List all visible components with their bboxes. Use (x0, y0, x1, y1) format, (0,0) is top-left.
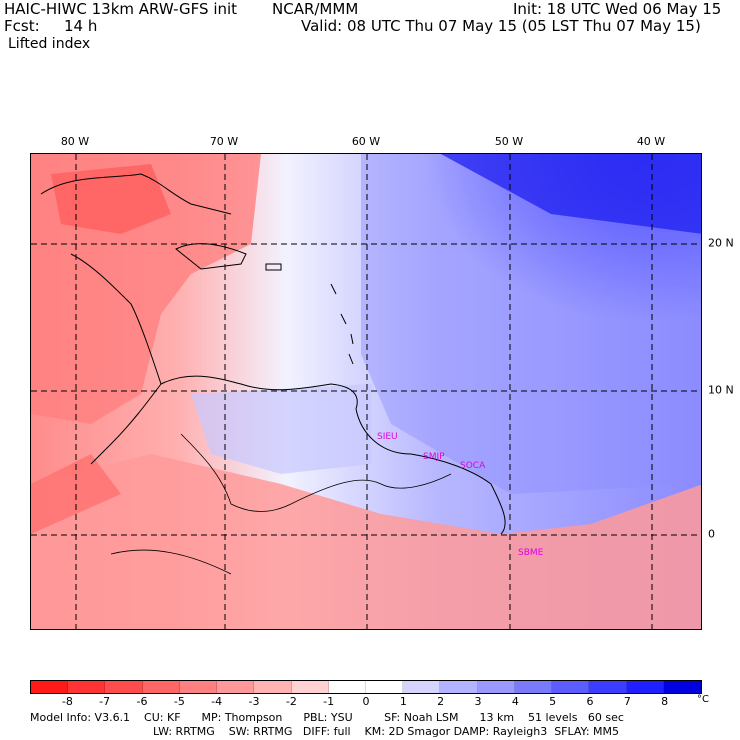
lon-label-70w: 70 W (209, 135, 239, 148)
colorbar-tick-label: -8 (61, 695, 73, 708)
colorbar-tick-label: -3 (248, 695, 260, 708)
coastlines (40, 173, 506, 535)
station-soca: SOCA (460, 461, 486, 471)
colorbar-segment (663, 681, 701, 693)
colorbar-tick-label: 1 (399, 695, 407, 708)
colorbar-tick-label: 8 (661, 695, 669, 708)
colorbar-segment (328, 681, 366, 693)
colorbar-tick-label: -6 (136, 695, 148, 708)
model-title: HAIC-HIWC 13km ARW-GFS init (4, 0, 238, 18)
lat-label-20n: 20 N (708, 236, 734, 250)
colorbar-tick-label: 3 (474, 695, 482, 708)
colorbar-segment (68, 681, 106, 693)
colorbar-segment (179, 681, 218, 693)
colorbar-segment (365, 681, 404, 693)
lon-label-50w: 50 W (494, 135, 524, 148)
lifted-index-map (30, 153, 702, 630)
coast-puerto-rico (265, 263, 282, 271)
forecast-hour: 14 h (64, 17, 98, 35)
colorbar-tick-label: 5 (549, 695, 557, 708)
country-borders (110, 433, 452, 575)
colorbar-segment (589, 681, 627, 693)
model-info-line-1: Model Info: V3.6.1 CU: KF MP: Thompson P… (30, 711, 624, 724)
org-label: NCAR/MMM (272, 0, 359, 18)
model-info-line-2: LW: RRTMG SW: RRTMG DIFF: full KM: 2D Sm… (153, 725, 619, 738)
lon-label-60w: 60 W (351, 135, 381, 148)
map-canvas (31, 154, 701, 629)
lon-label-80w: 80 W (60, 135, 90, 148)
colorbar-segment (105, 681, 143, 693)
field-red-south (31, 454, 701, 629)
init-time: Init: 18 UTC Wed 06 May 15 (513, 0, 722, 18)
colorbar-segment (440, 681, 478, 693)
colorbar-tick-label: -4 (211, 695, 223, 708)
colorbar-segment (142, 681, 180, 693)
coast-cuba (40, 173, 232, 215)
border-venezuela-brazil (290, 473, 452, 505)
coast-hispaniola (175, 243, 247, 270)
colorbar-segment (477, 681, 515, 693)
coast-lesser-antilles (330, 283, 354, 365)
field-blue-venezuela (191, 384, 371, 474)
colorbar-tick-label: -1 (323, 695, 335, 708)
station-sbme: SBME (518, 548, 544, 558)
colorbar-tick-label: -5 (173, 695, 185, 708)
field-red-cuba (51, 164, 171, 234)
colorbar-tick-label: -7 (99, 695, 111, 708)
border-colombia (180, 433, 292, 512)
colorbar-segment (626, 681, 664, 693)
colorbar (30, 680, 702, 694)
colorbar-segment (254, 681, 292, 693)
colorbar-tick-label: 0 (362, 695, 370, 708)
colorbar-segment (31, 681, 69, 693)
station-smjp: SMJP (423, 452, 445, 462)
colorbar-tick-label: 4 (511, 695, 519, 708)
lon-label-40w: 40 W (636, 135, 666, 148)
coast-venezuela-guianas (160, 375, 506, 535)
colorbar-unit: °C (697, 694, 709, 705)
station-sieu: SIEU (377, 432, 398, 442)
colorbar-tick-label: -2 (285, 695, 297, 708)
colorbar-tick-label: 6 (586, 695, 594, 708)
coast-central-america (70, 253, 162, 465)
colorbar-segment (514, 681, 553, 693)
colorbar-segment (217, 681, 255, 693)
field-strong-blue (441, 154, 701, 234)
field-name: Lifted index (8, 36, 91, 52)
valid-time: Valid: 08 UTC Thu 07 May 15 (05 LST Thu … (301, 17, 701, 35)
colorbar-segment (291, 681, 329, 693)
colorbar-segment (552, 681, 590, 693)
colorbar-tick-label: 2 (437, 695, 445, 708)
graticule (31, 154, 701, 629)
colorbar-tick-label: 7 (623, 695, 631, 708)
lat-label-0: 0 (708, 527, 715, 541)
forecast-label: Fcst: (4, 17, 40, 35)
border-ecuador-peru (110, 549, 232, 575)
colorbar-segment (403, 681, 441, 693)
field-blue-region (361, 154, 701, 494)
lat-label-10n: 10 N (708, 383, 734, 397)
